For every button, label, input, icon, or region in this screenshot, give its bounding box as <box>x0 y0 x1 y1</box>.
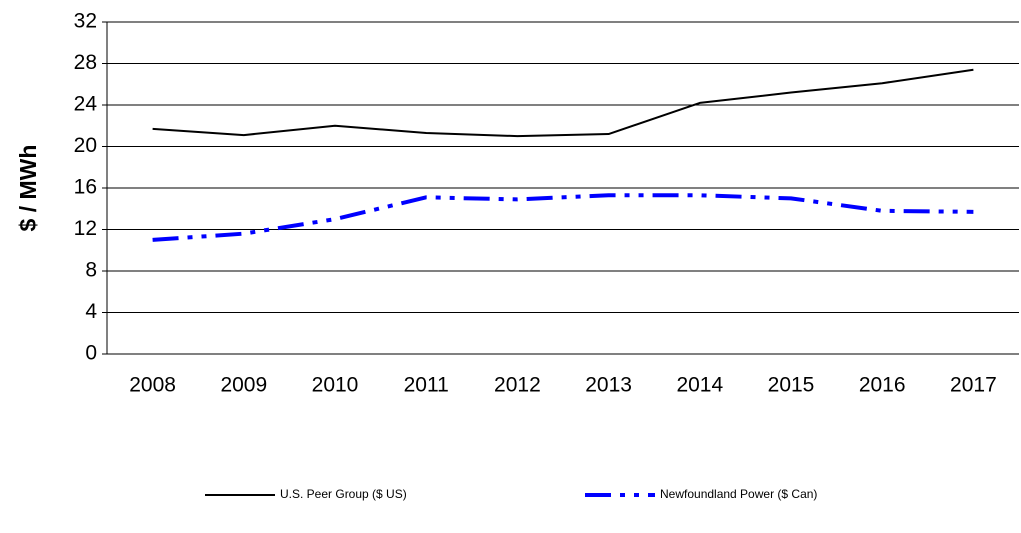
x-tick-label: 2014 <box>676 374 723 397</box>
legend-label: Newfoundland Power ($ Can) <box>660 487 817 501</box>
y-tick-label: 4 <box>85 300 97 323</box>
x-tick-label: 2009 <box>220 374 267 397</box>
x-tick-label: 2008 <box>129 374 176 397</box>
y-tick-label: 16 <box>74 176 97 199</box>
x-tick-label: 2011 <box>404 374 449 397</box>
x-tick-label: 2016 <box>859 374 906 397</box>
x-tick-label: 2010 <box>312 374 359 397</box>
x-tick-label: 2015 <box>768 374 815 397</box>
y-tick-label: 20 <box>74 134 97 157</box>
series-line <box>152 193 974 242</box>
y-tick-label: 0 <box>85 342 97 365</box>
series-line <box>152 68 974 138</box>
y-tick-label: 28 <box>74 51 97 74</box>
y-tick-label: 8 <box>85 259 97 282</box>
x-tick-label: 2017 <box>950 374 997 397</box>
x-tick-label: 2012 <box>494 374 541 397</box>
y-axis-label: $ / MWh <box>15 145 41 232</box>
y-tick-label: 12 <box>74 217 97 240</box>
y-tick-label: 24 <box>74 93 98 116</box>
legend-label: U.S. Peer Group ($ US) <box>280 487 407 501</box>
y-tick-label: 32 <box>74 10 97 33</box>
x-tick-label: 2013 <box>585 374 632 397</box>
